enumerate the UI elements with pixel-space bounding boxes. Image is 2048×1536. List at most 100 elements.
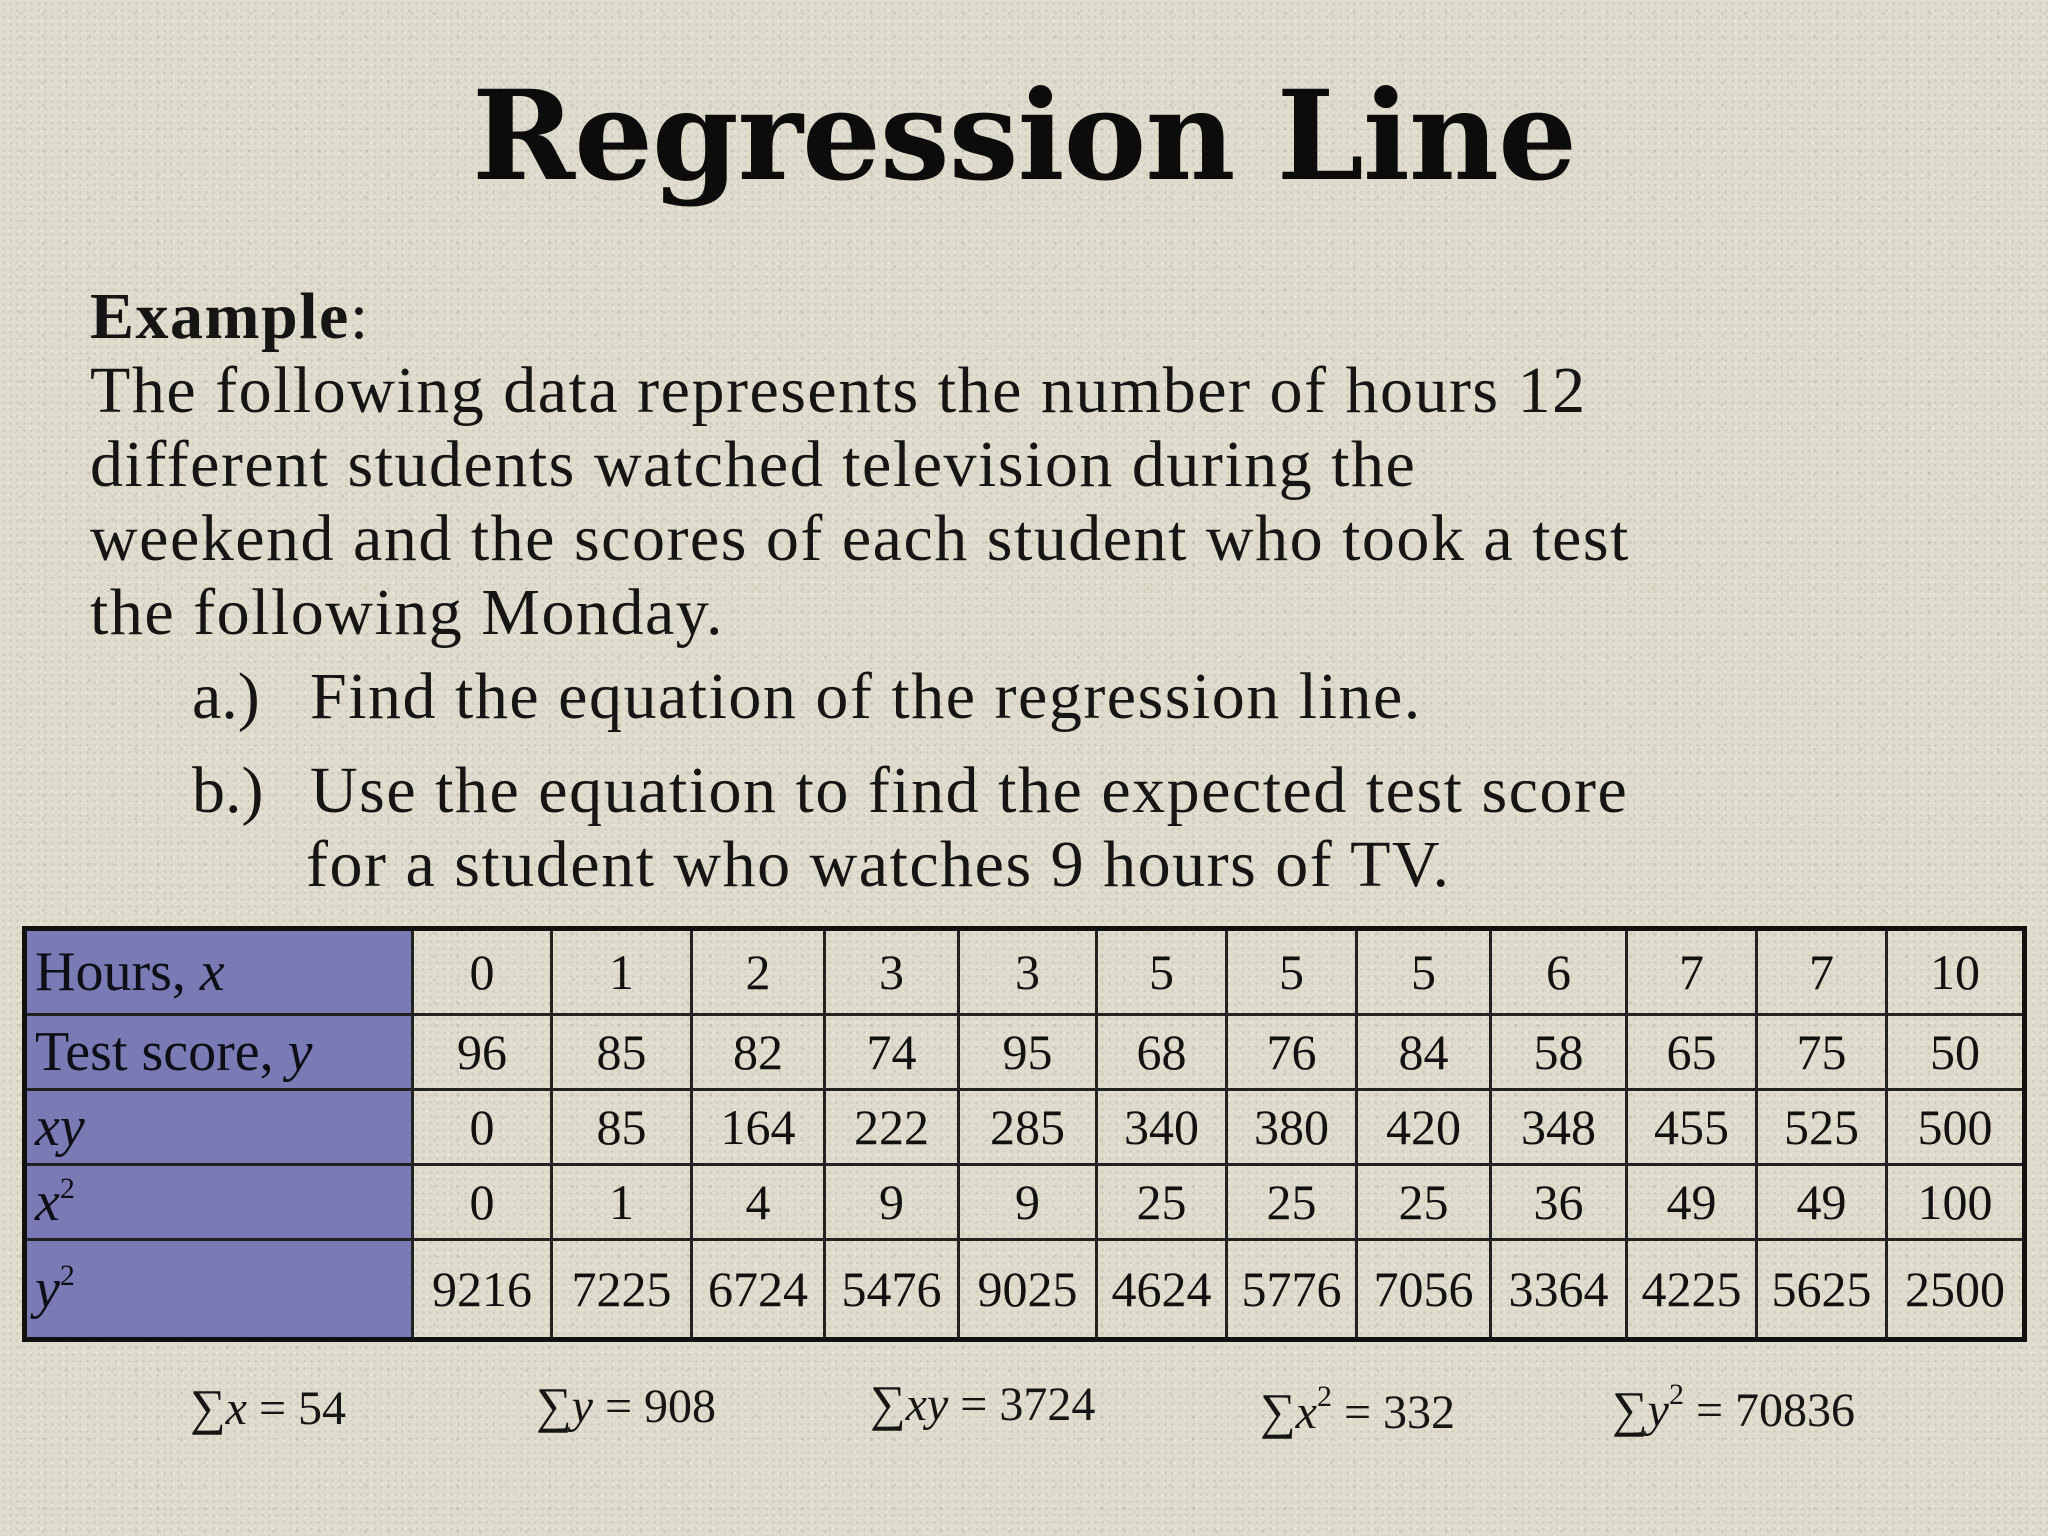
table-cell: 164 (690, 1088, 826, 1166)
table-cell: 5776 (1225, 1238, 1358, 1341)
sum-x-squared: ∑x2 = 332 (1260, 1380, 1456, 1440)
table-cell: 7056 (1355, 1238, 1492, 1341)
table-cell: 285 (957, 1088, 1098, 1166)
table-cell: 95 (957, 1013, 1098, 1091)
table-cell: 4225 (1625, 1238, 1758, 1341)
table-cell: 49 (1625, 1163, 1758, 1241)
table-cell: 25 (1095, 1163, 1228, 1241)
table-cell: 9216 (411, 1238, 553, 1341)
table-cell: 5 (1095, 927, 1228, 1016)
table-cell: 3364 (1489, 1238, 1628, 1341)
paragraph-line: The following data represents the number… (90, 354, 1587, 427)
table-cell: 74 (823, 1013, 960, 1091)
row-header-variable: x (35, 1171, 60, 1233)
table-cell: 4624 (1095, 1238, 1228, 1341)
table-cell: 500 (1885, 1088, 2026, 1166)
table-cell: 455 (1625, 1088, 1758, 1166)
table-cell: 4 (690, 1163, 826, 1241)
table-cell: 9025 (957, 1238, 1098, 1341)
example-colon: : (349, 280, 370, 353)
hours-row: Hours, x 0 1 2 3 3 5 5 5 6 7 7 10 (23, 927, 2026, 1016)
table-cell: 5625 (1755, 1238, 1888, 1341)
row-header-variable: x (199, 941, 225, 1003)
table-cell: 340 (1095, 1088, 1228, 1166)
paragraph-line: the following Monday. (90, 576, 724, 649)
question-b-text-line2: for a student who watches 9 hours of TV. (306, 828, 1451, 901)
table-cell: 10 (1885, 927, 2026, 1016)
slide-title: Regression Line (472, 64, 1577, 209)
table-cell: 82 (690, 1013, 826, 1091)
row-header-text: Test score, (35, 1021, 288, 1083)
y-squared-row: y2 9216 7225 6724 5476 9025 4624 5776 7056 3364 42… (23, 1238, 2026, 1341)
table-cell: 380 (1225, 1088, 1358, 1166)
table-cell: 1 (550, 927, 693, 1016)
table-cell: 525 (1755, 1088, 1888, 1166)
example-heading: Example: (90, 280, 1990, 354)
row-header: Test score, y (23, 1013, 414, 1091)
table-cell: 68 (1095, 1013, 1228, 1091)
table-cell: 0 (411, 927, 553, 1016)
table-cell: 1 (550, 1163, 693, 1241)
row-header: xy (23, 1088, 414, 1166)
row-header: y2 (23, 1238, 414, 1341)
sum-y: ∑y = 908 (536, 1377, 717, 1433)
table-cell: 6724 (690, 1238, 826, 1341)
table-cell: 3 (823, 927, 960, 1016)
table-cell: 420 (1355, 1088, 1492, 1166)
table-cell: 222 (823, 1088, 960, 1166)
table-cell: 0 (411, 1163, 553, 1241)
test-score-row: Test score, y 96 85 82 74 95 68 76 84 58 65 75 50 (23, 1013, 2026, 1091)
table-cell: 9 (957, 1163, 1098, 1241)
x-squared-row: x2 0 1 4 9 9 25 25 25 36 49 49 100 (23, 1163, 2026, 1241)
table-cell: 7 (1755, 927, 1888, 1016)
row-header-variable: xy (35, 1096, 85, 1158)
paragraph-line: weekend and the scores of each student w… (90, 502, 1630, 575)
table-cell: 49 (1755, 1163, 1888, 1241)
table-cell: 85 (550, 1088, 693, 1166)
row-header-variable: y (287, 1021, 313, 1083)
table-cell: 9 (823, 1163, 960, 1241)
question-b-marker: b.) (192, 754, 264, 827)
row-header: x2 (23, 1163, 414, 1241)
table-cell: 96 (411, 1013, 553, 1091)
table-cell: 7 (1625, 927, 1758, 1016)
summation-row: ∑x = 54 ∑y = 908 ∑xy = 3724 ∑x2 = 332 ∑y… (0, 1375, 2048, 1448)
table-cell: 100 (1885, 1163, 2026, 1241)
table-cell: 75 (1755, 1013, 1888, 1091)
row-header-exponent: 2 (59, 1172, 75, 1205)
sum-x: ∑x = 54 (190, 1379, 347, 1435)
table-cell: 84 (1355, 1013, 1492, 1091)
sum-xy: ∑xy = 3724 (870, 1375, 1096, 1431)
row-header-exponent: 2 (59, 1259, 75, 1292)
question-a-marker: a.) (192, 660, 260, 733)
example-label: Example (90, 280, 350, 353)
question-a-text: Find the equation of the regression line… (310, 660, 1422, 733)
table-cell: 25 (1355, 1163, 1492, 1241)
table-cell: 7225 (550, 1238, 693, 1341)
table-cell: 76 (1225, 1013, 1358, 1091)
table-cell: 2 (690, 927, 826, 1016)
data-table: Hours, x 0 1 2 3 3 5 5 5 6 7 7 10 Test score, y 96 85 82… (22, 926, 2027, 1342)
table-cell: 5 (1225, 927, 1358, 1016)
table-cell: 5476 (823, 1238, 960, 1341)
table-cell: 65 (1625, 1013, 1758, 1091)
table-cell: 50 (1885, 1013, 2026, 1091)
table-cell: 85 (550, 1013, 693, 1091)
table-cell: 3 (957, 927, 1098, 1016)
table-cell: 6 (1489, 927, 1628, 1016)
question-b-text-line1: Use the equation to find the expected te… (310, 754, 1629, 827)
row-header-variable: y (35, 1258, 60, 1320)
table-cell: 348 (1489, 1088, 1628, 1166)
row-header: Hours, x (23, 927, 414, 1016)
table-cell: 2500 (1885, 1238, 2026, 1341)
xy-row: xy 0 85 164 222 285 340 380 420 348 455 525 500 (23, 1088, 2026, 1166)
table-cell: 58 (1489, 1013, 1628, 1091)
table-cell: 5 (1355, 927, 1492, 1016)
sum-y-squared: ∑y2 = 70836 (1612, 1378, 1856, 1438)
table-cell: 25 (1225, 1163, 1358, 1241)
table-cell: 36 (1489, 1163, 1628, 1241)
example-paragraph: Example: The following data represents t… (90, 280, 1990, 650)
paragraph-line: different students watched television du… (90, 428, 1417, 501)
row-header-text: Hours, (35, 941, 200, 1003)
